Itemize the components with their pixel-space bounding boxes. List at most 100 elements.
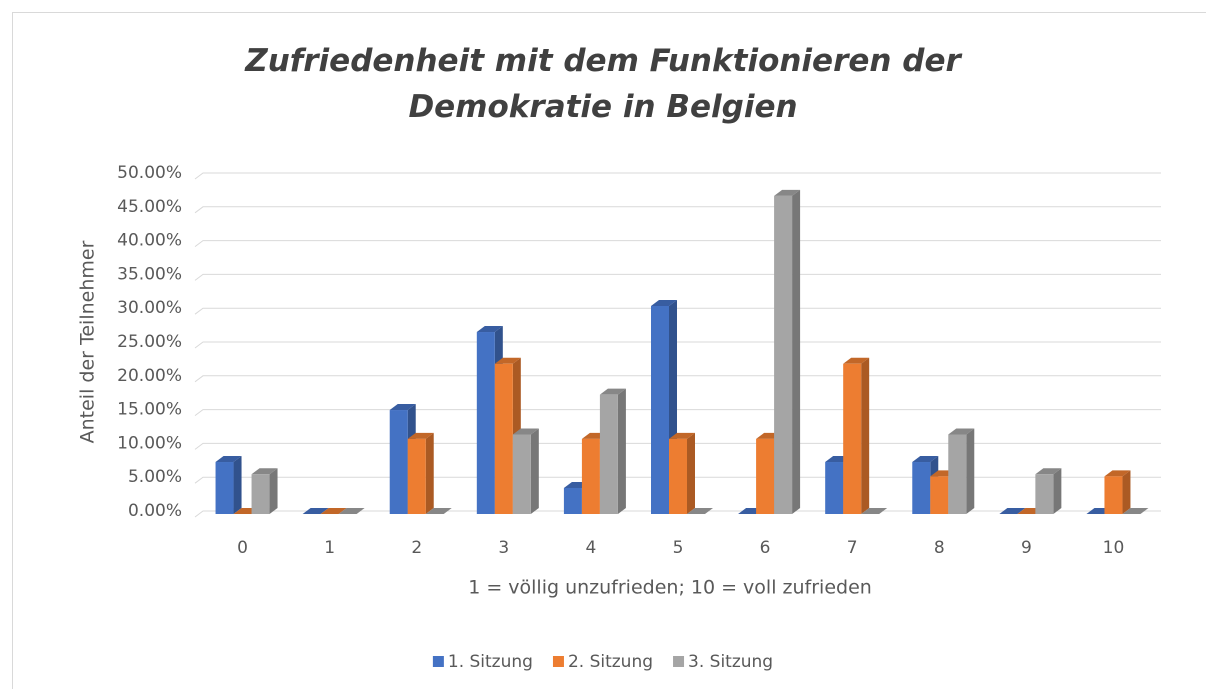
bar-top [948,428,975,435]
bar [407,432,434,514]
x-tick-label: 2 [411,538,422,558]
y-tick-label: 10.00% [117,433,182,453]
y-tick-label: 30.00% [117,298,182,318]
bar-top [320,508,347,514]
bar [251,468,278,514]
bar [1035,468,1062,514]
y-tick-label: 40.00% [117,231,182,251]
bar-top [389,404,416,411]
chart-border [12,12,1206,689]
bar [1122,508,1149,515]
bar [669,432,695,514]
x-tick-label: 9 [1021,538,1032,558]
bar-top [999,508,1026,514]
bar-top [512,428,539,435]
bar [302,508,329,515]
bar-front [389,410,408,514]
bar-front [1035,474,1054,514]
bar-front [948,434,967,514]
bar-front [843,363,862,514]
bar-top [338,508,365,514]
y-tick-label: 20.00% [117,366,182,386]
legend-swatch [552,656,564,667]
bar-front [407,438,426,514]
x-axis-label: 1 = völlig unzufrieden; 10 = voll zufrie… [468,577,872,599]
legend-swatch [673,656,685,667]
bar-front [774,195,793,515]
bar-top [599,388,626,395]
legend-item: 1. Sitzung [432,652,533,672]
bar [425,508,452,515]
bar [320,508,347,515]
legend-label: 2. Sitzung [568,652,653,672]
grid-line [194,442,1161,450]
bar-side [1053,468,1062,514]
x-tick-label: 1 [324,538,335,558]
bar [215,456,242,514]
y-tick-label: 50.00% [117,163,182,183]
bar-top [251,468,278,475]
y-tick-label: 5.00% [128,467,182,487]
grid-line [194,375,1161,383]
bar [999,508,1026,515]
bar [948,428,975,514]
bar-side [617,388,626,514]
y-tick-label: 35.00% [117,264,182,284]
bar [843,357,870,514]
bar [599,388,626,514]
grid-line [194,341,1161,349]
bar-front [215,462,234,514]
bar-top [1122,508,1149,514]
x-tick-label: 5 [673,538,684,558]
legend-item: 3. Sitzung [673,652,773,672]
x-tick-label: 10 [1103,538,1125,558]
bar-top [774,189,801,196]
bar-front [756,438,775,514]
bar-front [912,462,931,514]
bar-side [792,189,801,515]
legend-swatch [432,656,444,667]
bar-side [530,428,539,514]
x-tick-label: 3 [498,538,509,558]
x-tick-label: 7 [847,538,858,558]
bar-side [425,432,434,514]
bar-top [843,357,870,364]
chart-title: Zufriedenheit mit dem Funktionieren der … [245,43,961,125]
bar-front [930,476,949,514]
bar-top [687,508,713,514]
legend-item: 2. Sitzung [552,652,653,672]
bar-side [1122,470,1131,514]
x-tick-label: 8 [934,538,945,558]
y-tick-label: 45.00% [117,197,182,217]
bar-front [669,438,687,514]
bar-top [912,456,939,463]
bar-top [1035,468,1062,475]
bar [338,508,365,515]
grid-line [194,409,1161,416]
y-tick-label: 15.00% [117,400,182,420]
bar-side [233,456,242,514]
x-tick-label: 6 [760,538,771,558]
bar-front [651,305,669,514]
bar-front [581,438,600,514]
grid-line [194,307,1161,315]
legend-label: 3. Sitzung [688,652,773,672]
grid-line [194,273,1161,281]
bar [1104,470,1131,514]
grid-line [194,172,1161,180]
grid-line [194,206,1161,214]
bar-side [966,428,975,514]
y-tick-label: 0.00% [128,501,182,521]
bar-front [251,474,270,514]
x-tick-label: 0 [237,538,248,558]
bar-top [215,456,242,463]
bar-side [861,357,870,514]
bar [861,508,888,515]
bar-side [269,468,278,514]
bar-top [302,508,329,514]
y-axis-label: Anteil der Teilnehmer [77,240,99,443]
bar-top [494,357,521,364]
bar-top [476,326,503,333]
